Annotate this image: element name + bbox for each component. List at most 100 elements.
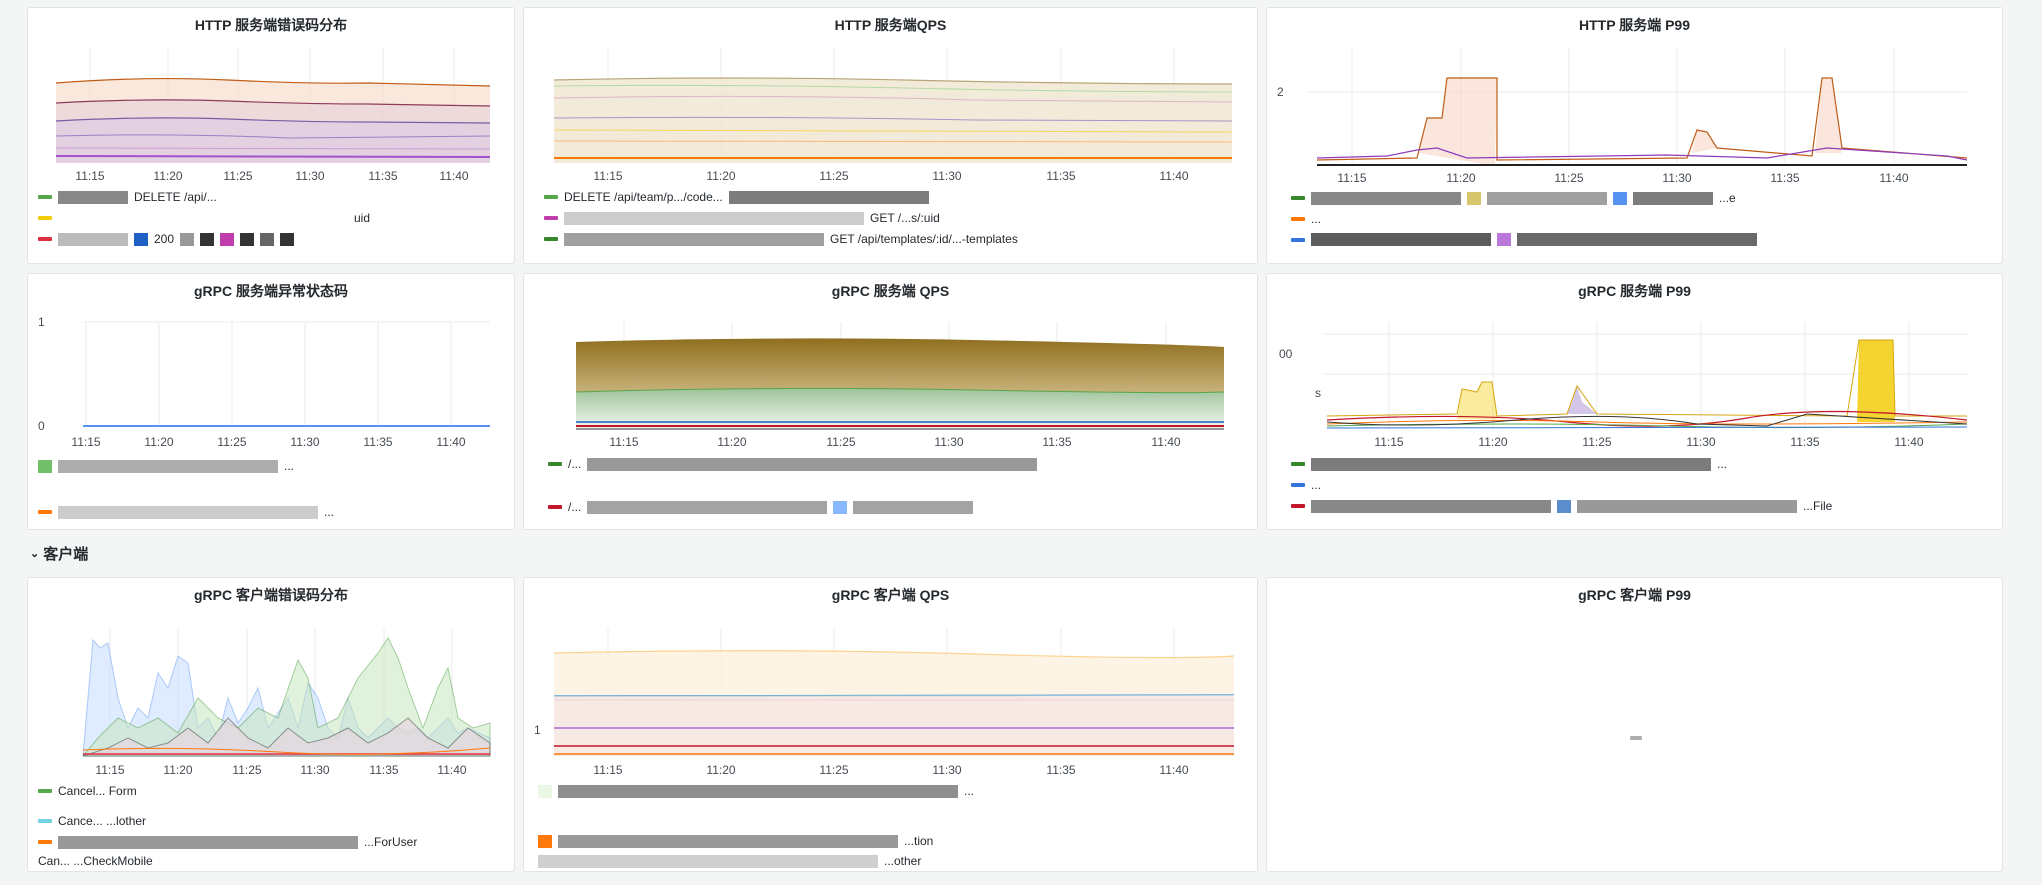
legend-item[interactable]: ... <box>38 505 334 519</box>
x-tick: 11:20 <box>1478 435 1507 449</box>
area-series <box>575 338 1225 430</box>
panel-title[interactable]: gRPC 客户端 QPS <box>831 587 950 603</box>
legend-item[interactable]: ...tion <box>538 834 933 848</box>
legend-item[interactable]: DELETE /api/team/p.../code... <box>544 190 929 204</box>
legend-item[interactable]: /... <box>548 500 974 514</box>
legend-item[interactable]: ...File <box>1291 499 1832 513</box>
chart-grpc-status: 1 0 11:15 11:20 11:25 11:30 11:35 11:40 <box>38 315 490 449</box>
legend-item[interactable]: ... <box>1291 478 1321 492</box>
legend-swatch <box>1291 217 1305 221</box>
legend: DELETE /api/... uid 200 <box>38 190 508 260</box>
legend-item[interactable]: GET /...s/:uid <box>544 211 940 225</box>
panel-title[interactable]: HTTP 服务端QPS <box>834 17 947 33</box>
legend-label: DELETE /api/... <box>134 190 217 204</box>
redacted-block <box>587 500 828 514</box>
legend-swatch <box>38 840 52 844</box>
panel-title[interactable]: gRPC 客户端 P99 <box>1578 587 1691 603</box>
legend-item[interactable]: uid <box>38 211 370 225</box>
legend-swatch <box>548 462 562 466</box>
chart-http-errors: 11:15 11:20 11:25 11:30 11:35 11:40 <box>55 48 491 183</box>
panel-http-qps[interactable]: HTTP 服务端QPS 11:15 11:20 11:25 11:30 11:3… <box>523 7 1258 264</box>
legend-item[interactable]: Cancel... Form <box>38 784 137 798</box>
legend-item[interactable]: ...other <box>538 854 921 868</box>
legend-label: ...other <box>884 854 922 868</box>
panel-title[interactable]: gRPC 服务端异常状态码 <box>194 283 348 299</box>
legend-swatch <box>1291 196 1305 200</box>
x-tick: 11:20 <box>1446 171 1475 185</box>
panel-title[interactable]: HTTP 服务端错误码分布 <box>194 17 348 33</box>
legend-item[interactable]: ... <box>1291 212 1321 226</box>
x-tick: 11:20 <box>706 763 735 777</box>
x-tick: 11:40 <box>1894 435 1923 449</box>
chart-grpc-client-errors: 11:15 11:20 11:25 11:30 11:35 11:40 <box>81 628 491 777</box>
area-series <box>55 77 491 163</box>
panel-title[interactable]: gRPC 客户端错误码分布 <box>194 587 348 603</box>
legend-item[interactable]: Cance... ...lother <box>38 814 146 828</box>
gridlines <box>83 321 490 426</box>
panel-http-p99[interactable]: HTTP 服务端 P99 2 11:15 11:20 11:25 11:30 1… <box>1266 7 2003 264</box>
row-header-client[interactable]: ⌄ 客户端 <box>30 543 88 564</box>
x-tick: 11:20 <box>706 169 735 183</box>
panel-grpc-p99[interactable]: gRPC 服务端 P99 00 s 11:15 11:20 11:25 11:3… <box>1266 273 2003 530</box>
x-tick: 11:25 <box>819 169 848 183</box>
legend-swatch <box>1291 504 1305 508</box>
legend-item[interactable]: ...e <box>1291 191 1736 205</box>
panel-http-errors[interactable]: HTTP 服务端错误码分布 11:15 11:20 11:25 11:30 11… <box>27 7 515 264</box>
legend-item[interactable]: /... <box>548 457 1038 471</box>
legend-label: 200 <box>154 232 175 246</box>
legend-swatch <box>1291 462 1305 466</box>
x-tick: 11:35 <box>1790 435 1819 449</box>
x-tick: 11:40 <box>436 435 465 449</box>
legend-item[interactable]: ...ForUser <box>38 835 417 849</box>
redacted-block <box>1311 191 1461 205</box>
redacted-block <box>58 190 128 204</box>
legend-label: Can... ...CheckMobile <box>38 854 153 868</box>
panel-grpc-status[interactable]: gRPC 服务端异常状态码 1 0 11:15 11:20 11:25 11:3… <box>27 273 515 530</box>
area-series <box>81 637 491 757</box>
x-tick: 11:30 <box>1662 171 1691 185</box>
y-tick: 2 <box>1277 85 1284 99</box>
legend-label: DELETE /api/team/p.../code... <box>564 190 723 204</box>
legend-label: ...ForUser <box>364 835 418 849</box>
panel-title[interactable]: HTTP 服务端 P99 <box>1579 17 1690 33</box>
redacted-block <box>1517 233 1757 246</box>
x-tick: 11:30 <box>295 169 324 183</box>
legend-swatch <box>538 834 552 848</box>
redacted-block <box>200 232 215 246</box>
x-tick: 11:15 <box>593 169 622 183</box>
y-tick: 1 <box>38 315 45 329</box>
x-tick: 11:35 <box>369 763 398 777</box>
panel-grpc-client-p99[interactable]: gRPC 客户端 P99 <box>1266 577 2003 872</box>
x-tick: 11:20 <box>144 435 173 449</box>
legend: /... /... <box>548 457 1248 527</box>
redacted-block <box>180 232 195 246</box>
x-tick: 11:35 <box>1046 763 1075 777</box>
panel-title[interactable]: gRPC 服务端 P99 <box>1578 283 1691 299</box>
legend-swatch <box>38 819 52 823</box>
legend-swatch <box>38 195 52 199</box>
x-tick: 11:15 <box>95 763 124 777</box>
legend: ... ... ...File <box>1291 457 1991 527</box>
legend-item[interactable]: ... <box>1291 457 1727 471</box>
redacted-block <box>240 232 255 246</box>
panel-title[interactable]: gRPC 服务端 QPS <box>831 283 950 299</box>
legend-item[interactable]: GET /api/templates/:id/...-templates <box>544 232 1018 246</box>
legend-item[interactable]: 200 <box>38 232 295 246</box>
legend-item[interactable]: ... <box>538 784 974 798</box>
x-tick: 11:40 <box>1879 171 1908 185</box>
legend-item[interactable]: Can... ...CheckMobile <box>38 854 153 868</box>
chevron-down-icon[interactable]: ⌄ <box>30 548 40 560</box>
x-axis: 11:15 11:20 11:25 11:30 11:35 11:40 <box>1374 435 1923 449</box>
redacted-block <box>1311 499 1551 513</box>
redacted-block <box>564 232 824 246</box>
x-tick: 11:15 <box>71 435 100 449</box>
x-tick: 11:30 <box>290 435 319 449</box>
panel-grpc-qps[interactable]: gRPC 服务端 QPS 11:15 11:2 <box>523 273 1258 530</box>
legend-item[interactable] <box>1291 233 1757 246</box>
y-tick: s <box>1315 386 1321 400</box>
panel-grpc-client-qps[interactable]: gRPC 客户端 QPS 1 11:15 11:20 11:25 11:30 1… <box>523 577 1258 872</box>
legend-item[interactable]: DELETE /api/... <box>38 190 217 204</box>
legend-item[interactable]: ... <box>38 459 294 473</box>
panel-grpc-client-errors[interactable]: gRPC 客户端错误码分布 11:15 11:20 11:25 11:30 11… <box>27 577 515 872</box>
area-series <box>553 77 1233 163</box>
